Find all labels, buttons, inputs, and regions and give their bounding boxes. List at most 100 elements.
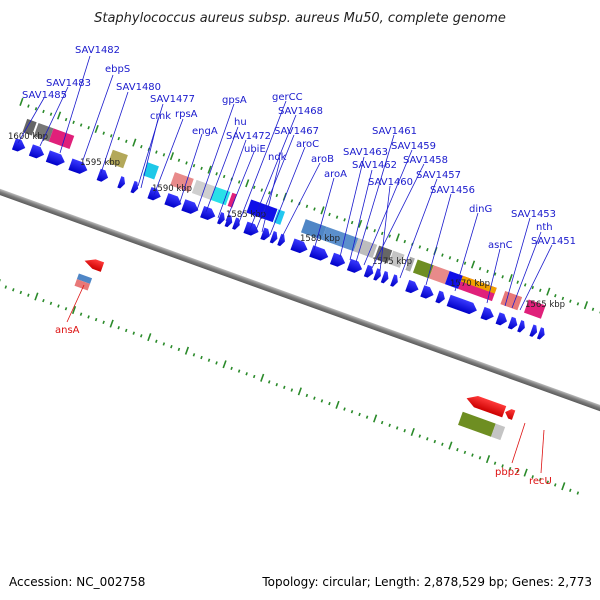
scale-tick: [57, 304, 60, 308]
forward-gene-arrow: [45, 150, 65, 166]
forward-gene-arrow: [11, 138, 26, 152]
reverse-genes: [74, 259, 516, 441]
gene-label-SAV1460[interactable]: SAV1460: [368, 177, 413, 188]
scale-tick: [79, 123, 83, 127]
gene-label-SAV1459[interactable]: SAV1459: [391, 141, 436, 152]
scale-tick: [162, 342, 166, 346]
scale-tick: [230, 366, 233, 371]
scale-tick: [531, 475, 534, 479]
forward-gene-labels: SAV1482 ebpS SAV1483 SAV1485 SAV1480 SAV…: [22, 45, 576, 251]
scale-tick: [531, 285, 535, 290]
gene-label-SAV1485[interactable]: SAV1485: [22, 90, 67, 101]
gene-label-gerCC[interactable]: gerCC: [272, 92, 303, 103]
gene-label-SAV1457[interactable]: SAV1457: [416, 170, 461, 181]
genome-track: [0, 97, 600, 495]
forward-gene-arrow: [480, 306, 494, 321]
gene-label-cmk[interactable]: cmk: [150, 111, 171, 122]
scale-tick: [207, 358, 211, 362]
page-title: Staphylococcus aureus subsp. aureus Mu50…: [94, 11, 506, 26]
forward-gene-arrow: [117, 176, 125, 189]
scale-tick: [320, 206, 325, 215]
gene-label-SAV1458[interactable]: SAV1458: [403, 155, 448, 166]
forward-gene-boxes: [22, 118, 546, 319]
scale-tick: [275, 193, 279, 198]
gene-label-SAV1468[interactable]: SAV1468: [278, 106, 323, 117]
scale-tick: [583, 301, 589, 310]
scale-tick: [19, 97, 24, 106]
recU-box-2: [490, 423, 506, 441]
scale-tick: [87, 315, 90, 319]
forward-gene-arrow: [290, 238, 308, 254]
scale-tick: [260, 188, 264, 192]
gene-label-ebpS[interactable]: ebpS: [105, 64, 130, 75]
scale-tick: [569, 299, 572, 303]
kbp-label: 1590 kbp: [152, 184, 192, 194]
gene-label-pbp2[interactable]: pbp2: [495, 467, 520, 478]
gene-label-hu[interactable]: hu: [234, 117, 247, 128]
ansA-arrow: [84, 259, 105, 272]
scale-tick: [373, 229, 376, 233]
gene-label-asnC[interactable]: asnC: [488, 240, 513, 251]
gene-label-ndk[interactable]: ndk: [268, 152, 287, 163]
scale-tick: [42, 109, 45, 114]
scale-tick: [516, 469, 519, 474]
scale-tick: [147, 333, 152, 342]
scale-tick: [283, 385, 286, 390]
scale-tick: [245, 179, 250, 188]
scale-tick: [501, 275, 504, 279]
gene-label-SAV1463[interactable]: SAV1463: [343, 147, 388, 158]
forward-gene-arrow: [380, 271, 389, 284]
gene-label-ubiE[interactable]: ubiE: [244, 144, 266, 155]
scale-tick: [523, 468, 528, 477]
gene-label-SAV1480[interactable]: SAV1480: [116, 82, 161, 93]
gene-label-SAV1483[interactable]: SAV1483: [46, 78, 91, 89]
scale-tick: [343, 218, 346, 222]
scale-tick: [27, 293, 30, 297]
gene-label-aroC[interactable]: aroC: [296, 139, 319, 150]
gene-label-aroA[interactable]: aroA: [324, 169, 347, 180]
kbp-label: 1575 kbp: [372, 257, 412, 267]
gene-label-aroB[interactable]: aroB: [311, 154, 334, 165]
scale-tick: [185, 161, 188, 165]
gene-label-SAV1467[interactable]: SAV1467: [274, 126, 319, 137]
gene-label-SAV1451[interactable]: SAV1451: [531, 236, 576, 247]
gene-label-SAV1482[interactable]: SAV1482: [75, 45, 120, 56]
scale-tick: [591, 307, 595, 311]
gene-label-nth[interactable]: nth: [536, 222, 553, 233]
forward-gene-arrow: [243, 221, 259, 236]
scale-tick: [335, 400, 340, 409]
scale-tick: [463, 450, 467, 455]
scale-tick: [267, 380, 271, 384]
scale-tick: [380, 231, 384, 236]
gene-label-SAV1461[interactable]: SAV1461: [372, 126, 417, 137]
scale-tick: [117, 326, 120, 330]
scale-tick: [155, 150, 158, 154]
scale-tick: [297, 387, 302, 396]
scale-tick: [252, 374, 256, 379]
gene-label-ansA[interactable]: ansA: [55, 325, 80, 336]
scale-tick: [523, 283, 527, 287]
gene-label-SAV1477[interactable]: SAV1477: [150, 94, 195, 105]
scale-tick: [155, 339, 158, 343]
gene-label-SAV1462[interactable]: SAV1462: [352, 160, 397, 171]
scale-tick: [79, 312, 83, 316]
scale-tick: [553, 483, 557, 487]
scale-tick: [426, 437, 429, 441]
genome-backbone: [0, 186, 600, 414]
gene-label-SAV1456[interactable]: SAV1456: [430, 185, 475, 196]
ansA-box-1: [76, 273, 93, 284]
gene-label-recU[interactable]: recU: [529, 476, 552, 487]
gene-label-SAV1472[interactable]: SAV1472: [226, 131, 271, 142]
gene-label-gpsA[interactable]: gpsA: [222, 95, 247, 106]
scale-tick: [42, 298, 45, 303]
scale-tick: [388, 234, 392, 238]
gene-label-rpsA[interactable]: rpsA: [175, 109, 198, 120]
scale-tick: [305, 393, 309, 398]
scale-tick: [12, 288, 15, 292]
gene-label-dinG[interactable]: dinG: [469, 204, 492, 215]
scale-tick: [350, 410, 354, 414]
scale-tick: [200, 355, 203, 360]
gene-label-engA[interactable]: engA: [192, 126, 218, 137]
gene-label-SAV1453[interactable]: SAV1453: [511, 209, 556, 220]
scale-tick: [373, 414, 378, 423]
